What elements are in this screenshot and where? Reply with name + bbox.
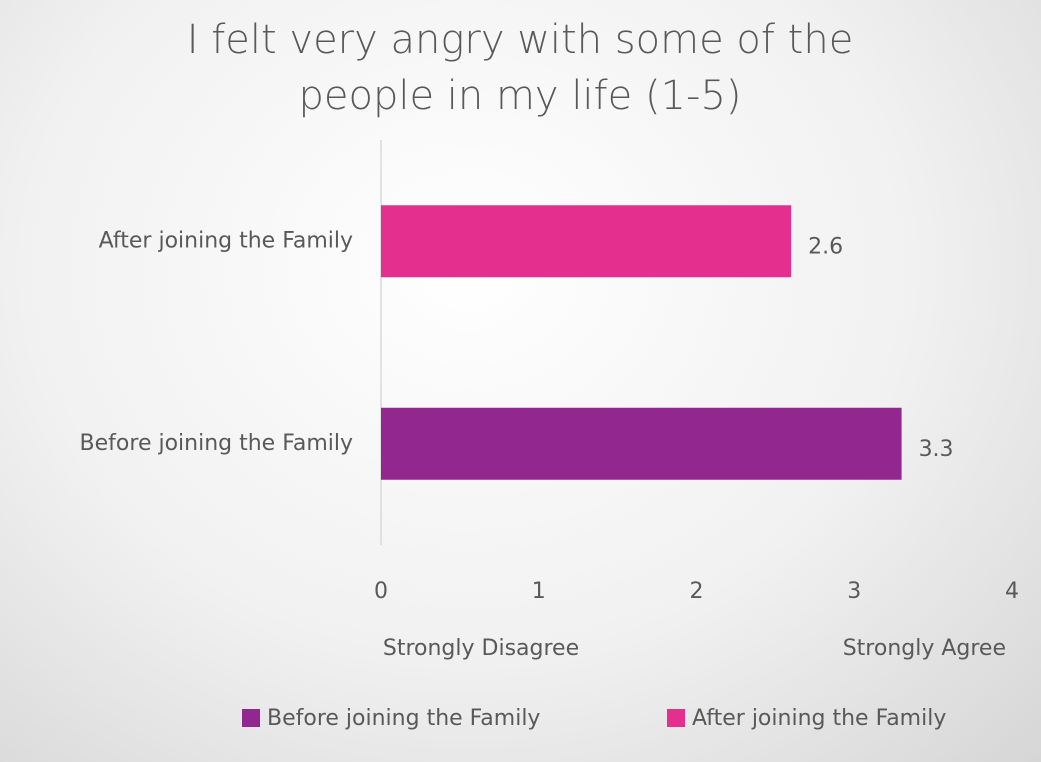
legend-swatch	[667, 709, 685, 727]
data-label: 3.3	[919, 437, 954, 462]
legend-label: After joining the Family	[692, 706, 946, 731]
data-label: 2.6	[808, 234, 843, 259]
x-tick-label: 2	[690, 579, 704, 604]
legend-label: Before joining the Family	[267, 706, 540, 731]
legend-swatch	[242, 709, 260, 727]
chart-title: I felt very angry with some of the peopl…	[186, 17, 854, 119]
x-tick-label: 3	[847, 579, 861, 604]
x-tick-label: 1	[532, 579, 546, 604]
bar	[381, 407, 902, 480]
y-tick-label: After joining the Family	[99, 228, 353, 253]
axis-annotation: Strongly Disagree	[383, 636, 579, 661]
axis-annotation: Strongly Agree	[843, 636, 1006, 661]
y-tick-label: Before joining the Family	[80, 431, 353, 456]
bar	[381, 205, 792, 278]
x-tick-label: 4	[1005, 579, 1019, 604]
x-tick-label: 0	[374, 579, 388, 604]
